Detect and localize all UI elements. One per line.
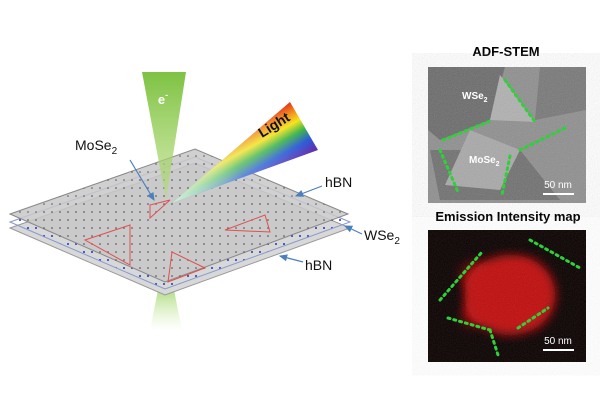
stem-mose2-label: MoSe2 <box>469 155 500 168</box>
wse2-text: WSe <box>364 227 395 243</box>
stem-wse2-label: WSe2 <box>462 91 488 104</box>
emission-image <box>428 230 586 362</box>
mose2-arrow <box>129 159 155 202</box>
hbn-bottom-label: hBN <box>305 257 332 273</box>
hbn-top-label: hBN <box>325 174 352 190</box>
panel-title: Emission Intensity map <box>435 209 580 224</box>
mose2-sub: 2 <box>112 146 118 157</box>
scale-bar-label: 50 nm <box>544 180 572 191</box>
wse2-arrow <box>343 225 363 235</box>
electron-text: e <box>158 92 165 107</box>
scale-bar-label: 50 nm <box>544 336 572 347</box>
hbn-top-arrow <box>294 185 323 197</box>
electron-label: e- <box>158 90 168 107</box>
stem-wse2-text: WSe <box>462 91 484 102</box>
light-beam-fade <box>172 102 318 203</box>
emission-outline <box>438 238 582 357</box>
stem-mose2-sub: 2 <box>496 161 500 168</box>
mose2-triangles <box>83 199 271 283</box>
stem-wse2-sub: 2 <box>484 97 488 104</box>
electron-beam <box>142 72 186 200</box>
electron-sup: - <box>165 90 168 100</box>
mose2-label: MoSe2 <box>75 137 118 157</box>
lattice-dots <box>10 149 348 282</box>
wse2-label: WSe2 <box>364 227 400 247</box>
stem-mose2-text: MoSe <box>469 155 496 166</box>
hbn-bottom-arrow <box>278 254 304 263</box>
panel-title: ADF-STEM <box>472 44 539 59</box>
stem-outline <box>438 78 567 197</box>
emission-glow <box>150 290 182 330</box>
mose2-text: MoSe <box>75 137 112 153</box>
wse2-sub: 2 <box>394 236 400 247</box>
